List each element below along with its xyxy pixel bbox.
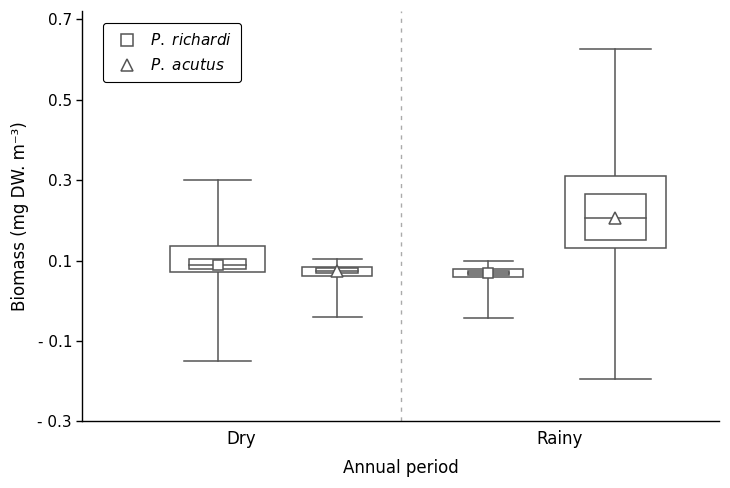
Y-axis label: Biomass (mg DW. m⁻³): Biomass (mg DW. m⁻³)	[11, 122, 29, 311]
Bar	[564, 176, 666, 248]
Bar	[467, 271, 509, 275]
Bar	[585, 194, 646, 241]
Bar	[316, 268, 358, 273]
Bar	[453, 269, 523, 277]
Bar	[302, 266, 372, 276]
Bar	[170, 246, 266, 272]
X-axis label: Annual period: Annual period	[343, 459, 458, 477]
Legend: $\it{P.\ richardi}$, $\it{P.\ acutus}$: $\it{P.\ richardi}$, $\it{P.\ acutus}$	[103, 23, 242, 82]
Bar	[189, 259, 246, 269]
